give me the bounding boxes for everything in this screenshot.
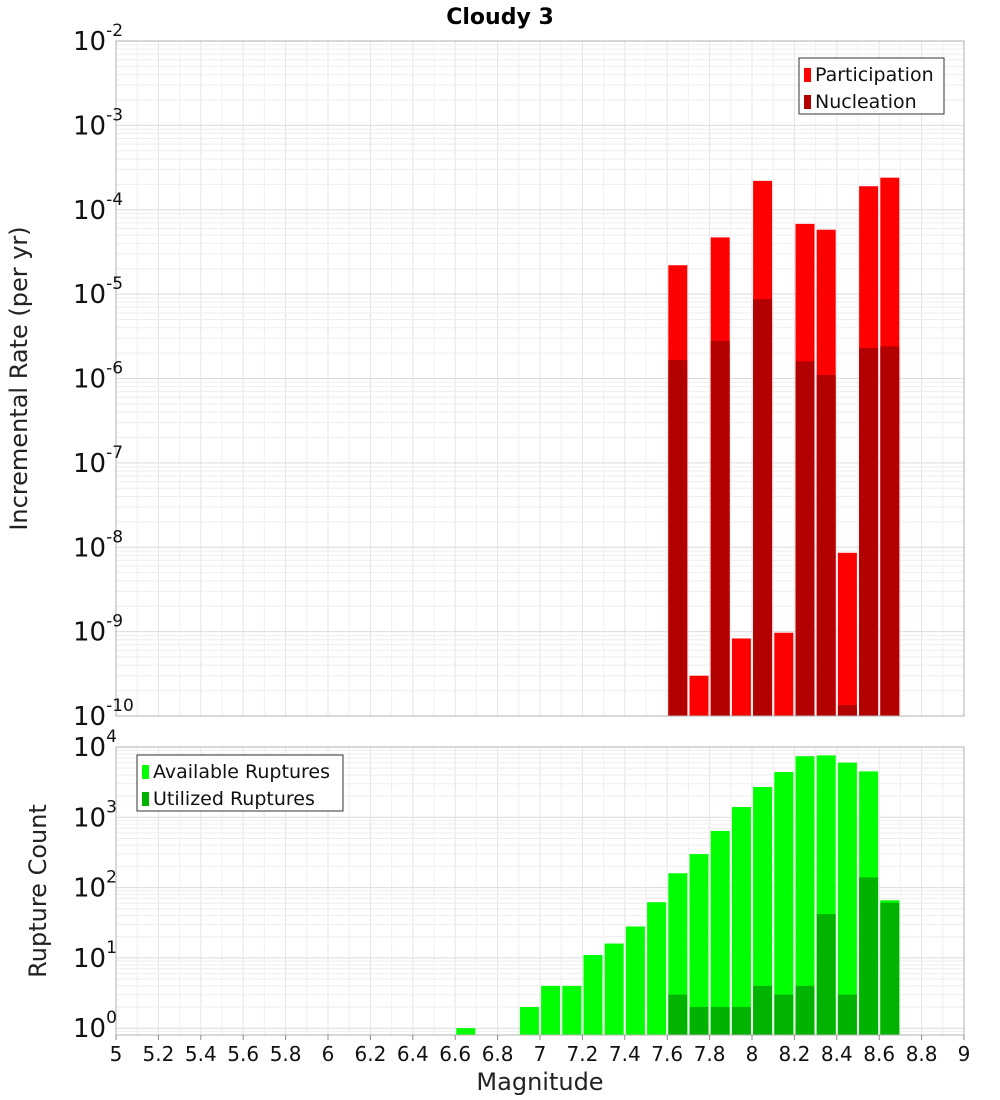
x-tick-label: 7.2 xyxy=(566,1042,598,1066)
utilized-ruptures-bar xyxy=(837,994,857,1035)
utilized-ruptures-bar xyxy=(859,877,879,1035)
x-tick-label: 5.6 xyxy=(227,1042,259,1066)
top-plot-bars xyxy=(668,177,900,717)
available-ruptures-bar xyxy=(456,1028,476,1035)
x-tick-label: 8 xyxy=(746,1042,759,1066)
nucleation-bar xyxy=(668,360,688,716)
available-ruptures-bar xyxy=(795,756,815,1035)
nucleation-legend-label: Nucleation xyxy=(815,91,917,113)
available-ruptures-bar xyxy=(689,854,709,1035)
available-ruptures-bar xyxy=(668,873,688,1035)
nucleation-bar xyxy=(795,361,815,716)
utilized-ruptures-bar xyxy=(816,914,836,1035)
available-ruptures-bar xyxy=(647,902,667,1035)
available-ruptures-bar xyxy=(710,830,730,1035)
available-ruptures-bar xyxy=(731,807,751,1035)
x-tick-label: 5.2 xyxy=(142,1042,174,1066)
x-tick-label: 5.4 xyxy=(185,1042,217,1066)
utilized-ruptures-bar xyxy=(731,1007,751,1035)
available-ruptures-legend-label: Available Ruptures xyxy=(153,761,330,783)
top-y-axis-label: Incremental Rate (per yr) xyxy=(5,226,33,530)
top-y-tick-label: 10-5 xyxy=(73,274,123,310)
participation-bar xyxy=(837,552,857,716)
x-tick-label: 6 xyxy=(322,1042,335,1066)
utilized-ruptures-bar xyxy=(753,985,773,1035)
top-plot-grid xyxy=(115,40,965,717)
available-ruptures-bar xyxy=(625,926,645,1035)
top-y-tick-label: 10-10 xyxy=(73,696,134,732)
utilized-ruptures-bar xyxy=(774,994,794,1035)
legend-box xyxy=(798,57,945,115)
participation-legend-label: Participation xyxy=(815,64,934,86)
available-ruptures-bar xyxy=(604,943,624,1035)
x-tick-label: 5.8 xyxy=(270,1042,302,1066)
nucleation-bar xyxy=(816,375,836,716)
bottom-y-tick-label: 104 xyxy=(73,727,117,763)
x-tick-label: 7.4 xyxy=(609,1042,641,1066)
nucleation-bar xyxy=(837,705,857,716)
x-tick-label: 8.4 xyxy=(821,1042,853,1066)
top-y-tick-label: 10-3 xyxy=(73,105,123,141)
x-tick-label: 7.6 xyxy=(651,1042,683,1066)
available-ruptures-bar xyxy=(753,786,773,1035)
bottom-y-axis-label: Rupture Count xyxy=(24,804,52,978)
utilized-ruptures-bar xyxy=(795,985,815,1035)
available-ruptures-bar xyxy=(562,985,582,1035)
x-tick-label: 8.2 xyxy=(778,1042,810,1066)
top-y-tick-label: 10-8 xyxy=(73,527,123,563)
utilized-ruptures-legend-label: Utilized Ruptures xyxy=(153,788,315,810)
nucleation-bar xyxy=(880,346,900,716)
available-ruptures-bar xyxy=(583,954,603,1035)
nucleation-bar xyxy=(710,340,730,716)
legend-box xyxy=(136,754,344,812)
bottom-plot-bars xyxy=(456,755,900,1035)
nucleation-swatch xyxy=(804,95,811,109)
utilized-ruptures-swatch xyxy=(142,792,149,806)
bottom-y-tick-label: 101 xyxy=(73,938,117,974)
top-y-tick-label: 10-9 xyxy=(73,612,123,648)
bottom-y-axis-ticks: 100 101 102 103 104 xyxy=(73,727,117,1044)
x-tick-label: 6.6 xyxy=(439,1042,471,1066)
available-ruptures-bar xyxy=(774,772,794,1035)
top-y-tick-label: 10-2 xyxy=(73,21,123,57)
x-tick-label: 8.6 xyxy=(863,1042,895,1066)
bottom-y-tick-label: 100 xyxy=(73,1008,117,1044)
x-tick-label: 5 xyxy=(110,1042,123,1066)
participation-bar xyxy=(774,632,794,716)
nucleation-bar xyxy=(753,299,773,716)
x-axis-ticks: 5 5.2 5.4 5.6 5.8 6 6.2 6.4 6.6 6.8 7 7.2 7.4 7.6 7.8 8… xyxy=(110,1035,971,1066)
top-y-tick-label: 10-6 xyxy=(73,359,123,395)
participation-bar xyxy=(731,638,751,716)
chart-title: Cloudy 3 xyxy=(446,5,554,30)
utilized-ruptures-bar xyxy=(668,994,688,1035)
participation-swatch xyxy=(804,68,811,82)
utilized-ruptures-bar xyxy=(710,1007,730,1035)
top-plot-frame xyxy=(115,40,965,717)
x-tick-label: 6.4 xyxy=(397,1042,429,1066)
x-tick-label: 9 xyxy=(958,1042,971,1066)
available-ruptures-bar xyxy=(519,1007,539,1035)
available-ruptures-bar xyxy=(837,762,857,1035)
nucleation-bar xyxy=(859,347,879,716)
top-y-tick-label: 10-4 xyxy=(73,190,123,226)
bottom-legend: Available Ruptures Utilized Ruptures xyxy=(136,754,344,812)
x-tick-label: 6.8 xyxy=(482,1042,514,1066)
x-tick-label: 7.8 xyxy=(694,1042,726,1066)
utilized-ruptures-bar xyxy=(880,902,900,1035)
x-tick-label: 7 xyxy=(534,1042,547,1066)
x-tick-label: 6.2 xyxy=(354,1042,386,1066)
available-ruptures-swatch xyxy=(142,765,149,779)
utilized-ruptures-bar xyxy=(689,1007,709,1035)
top-y-axis-ticks: 10-10 10-9 10-8 10-7 10-6 10-5 10-4 10-3 10-2 xyxy=(73,21,134,732)
bottom-y-tick-label: 102 xyxy=(73,868,117,904)
x-axis-label: Magnitude xyxy=(476,1068,603,1096)
top-legend: Participation Nucleation xyxy=(798,57,945,115)
top-y-tick-label: 10-7 xyxy=(73,443,123,479)
available-ruptures-bar xyxy=(541,985,561,1035)
x-tick-label: 8.8 xyxy=(906,1042,938,1066)
bottom-y-tick-label: 103 xyxy=(73,797,117,833)
participation-bar xyxy=(689,675,709,716)
